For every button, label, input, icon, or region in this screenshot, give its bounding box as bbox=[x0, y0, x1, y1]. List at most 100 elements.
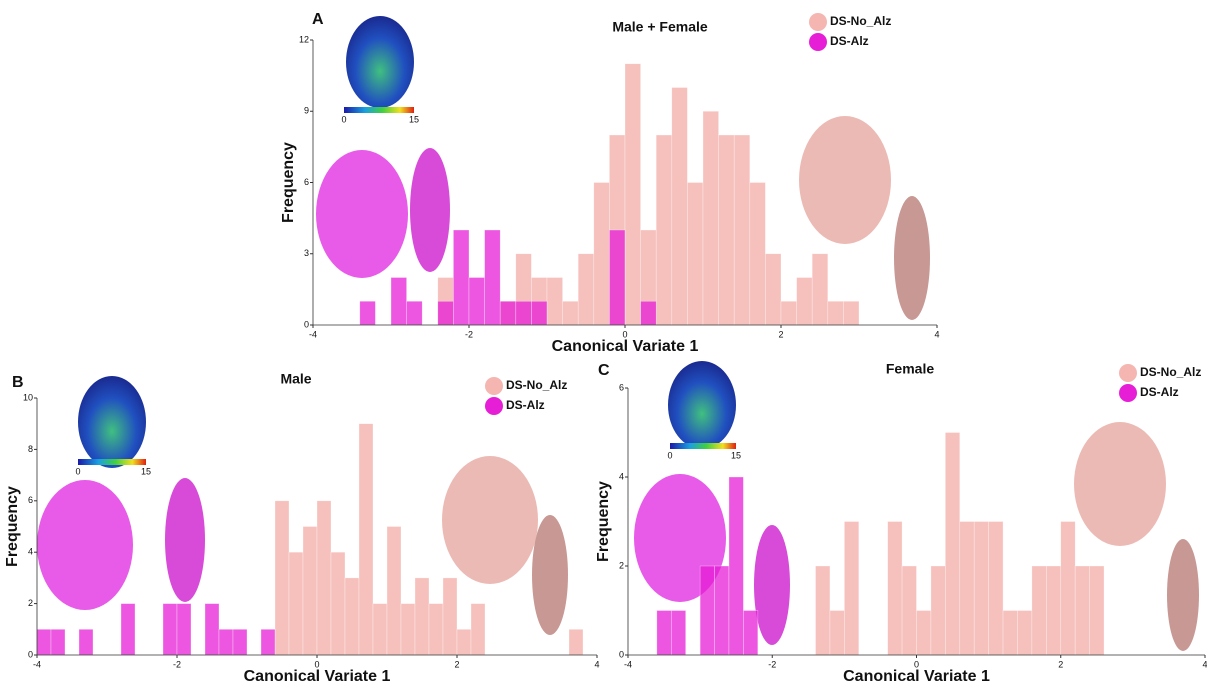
histogram-bar bbox=[372, 603, 388, 656]
histogram-bar bbox=[687, 182, 704, 326]
histogram-bar bbox=[288, 551, 304, 656]
y-tick-label: 6 bbox=[304, 177, 309, 187]
x-axis-label: Canonical Variate 1 bbox=[843, 668, 990, 681]
y-tick-label: 0 bbox=[304, 319, 309, 329]
histogram-bar bbox=[699, 565, 715, 656]
histogram-bar bbox=[232, 628, 248, 656]
colorbar-tick-label: 0 bbox=[75, 466, 80, 476]
colorbar bbox=[670, 443, 736, 449]
histogram-bar bbox=[442, 577, 458, 656]
histogram-bar bbox=[973, 521, 989, 656]
histogram-bar bbox=[671, 87, 688, 326]
histogram-bar bbox=[988, 521, 1004, 656]
x-tick-label: 4 bbox=[594, 659, 599, 669]
panel-label: A bbox=[312, 11, 324, 28]
legend-label: DS-Alz bbox=[506, 398, 545, 412]
y-axis-label: Frequency bbox=[595, 481, 612, 562]
histogram-bar bbox=[887, 521, 903, 656]
histogram-bar bbox=[456, 628, 472, 656]
histogram-bar bbox=[670, 610, 687, 656]
y-tick-label: 12 bbox=[299, 34, 309, 44]
chart-title: Male + Female bbox=[612, 19, 708, 35]
histogram-bar bbox=[577, 253, 595, 326]
chart-title: Male bbox=[280, 371, 311, 387]
histogram-bar bbox=[765, 253, 782, 326]
y-axis-label: Frequency bbox=[4, 486, 21, 567]
histogram-bar bbox=[176, 603, 192, 656]
x-tick-label: 4 bbox=[1202, 659, 1207, 669]
x-tick-label: 2 bbox=[778, 329, 783, 339]
y-tick-label: 8 bbox=[28, 444, 33, 454]
histogram-bar bbox=[453, 229, 470, 326]
x-axis-label: Canonical Variate 1 bbox=[244, 668, 391, 681]
histogram-bar bbox=[414, 577, 430, 656]
x-tick-label: -2 bbox=[768, 659, 776, 669]
histogram-bar bbox=[780, 300, 797, 326]
histogram-bar bbox=[546, 277, 563, 326]
histogram-bar bbox=[470, 603, 486, 656]
histogram-bar bbox=[358, 423, 374, 656]
x-tick-label: 0 bbox=[914, 659, 919, 669]
y-tick-label: 3 bbox=[304, 248, 309, 258]
y-tick-label: 4 bbox=[619, 471, 624, 481]
histogram-bar bbox=[624, 63, 641, 326]
histogram-bar bbox=[36, 628, 52, 656]
histogram-bar bbox=[1017, 610, 1033, 656]
histogram-bar bbox=[1031, 565, 1047, 656]
x-tick-label: 0 bbox=[314, 659, 319, 669]
histogram-bar bbox=[827, 300, 844, 326]
histogram-bar bbox=[400, 603, 416, 656]
histogram-bar bbox=[815, 565, 831, 656]
histogram-bar bbox=[593, 182, 610, 326]
legend-label: DS-No_Alz bbox=[1140, 365, 1201, 379]
histogram-bar bbox=[562, 300, 579, 326]
y-tick-label: 6 bbox=[28, 495, 33, 505]
legend-marker bbox=[1119, 364, 1137, 382]
legend-label: DS-No_Alz bbox=[830, 14, 891, 28]
histogram-bar bbox=[916, 610, 932, 656]
histogram-bar bbox=[1002, 610, 1018, 656]
legend-marker bbox=[1119, 384, 1137, 402]
x-tick-label: -4 bbox=[624, 659, 632, 669]
histogram-bar bbox=[531, 300, 548, 326]
colorbar bbox=[78, 459, 146, 465]
chart-title: Female bbox=[886, 361, 934, 377]
y-tick-label: 2 bbox=[619, 560, 624, 570]
y-tick-label: 0 bbox=[28, 649, 33, 659]
histogram-bar bbox=[640, 300, 657, 326]
histogram-bar bbox=[811, 253, 829, 326]
legend-label: DS-No_Alz bbox=[506, 378, 567, 392]
histogram-bar bbox=[901, 565, 917, 656]
legend-marker bbox=[809, 13, 827, 31]
histogram-bar bbox=[484, 229, 501, 326]
histogram-bar bbox=[344, 577, 360, 656]
histogram-bar bbox=[428, 603, 444, 656]
histogram-bar bbox=[499, 300, 517, 326]
histogram-bar bbox=[390, 277, 407, 326]
face-images bbox=[37, 16, 1199, 651]
histogram-bar bbox=[702, 110, 719, 326]
y-tick-label: 6 bbox=[619, 382, 624, 392]
panel-label: C bbox=[598, 362, 610, 379]
histogram-bar bbox=[1074, 565, 1090, 656]
colorbar-tick-label: 15 bbox=[731, 450, 741, 460]
histogram-bar bbox=[714, 565, 730, 656]
histogram-bar bbox=[843, 300, 860, 326]
colorbar-tick-label: 15 bbox=[141, 466, 151, 476]
histogram-bar bbox=[359, 300, 376, 326]
histogram-bar bbox=[386, 526, 402, 656]
x-axis-label: Canonical Variate 1 bbox=[552, 338, 699, 355]
legend-marker bbox=[485, 377, 503, 395]
y-tick-label: 10 bbox=[23, 392, 33, 402]
histogram-bar bbox=[959, 521, 975, 656]
x-tick-label: -4 bbox=[309, 329, 317, 339]
histogram-bar bbox=[609, 229, 626, 326]
histogram-bar bbox=[844, 521, 860, 656]
histogram-bar bbox=[316, 500, 332, 656]
x-tick-label: -4 bbox=[33, 659, 41, 669]
colorbar bbox=[344, 107, 414, 113]
legend-label: DS-Alz bbox=[1140, 385, 1179, 399]
histogram-bar bbox=[1046, 565, 1062, 656]
histogram-bar bbox=[655, 134, 673, 326]
colorbar-tick-label: 0 bbox=[341, 114, 346, 124]
